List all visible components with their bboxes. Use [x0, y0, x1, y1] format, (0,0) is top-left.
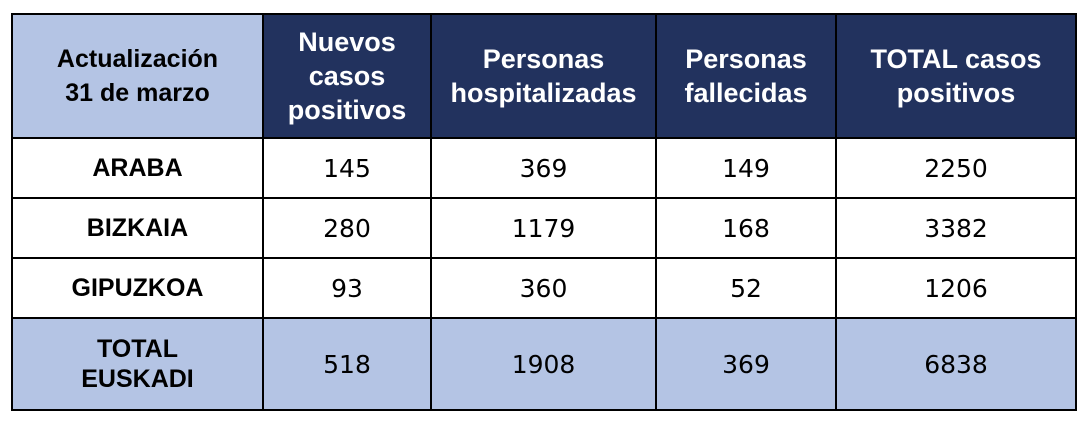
table-cell: 149	[655, 137, 837, 199]
table-cell: 6838	[835, 317, 1077, 411]
header-line: Actualización	[56, 45, 219, 73]
column-header-hospitalized: Personas hospitalizadas	[430, 13, 657, 139]
header-line: positivos	[896, 78, 1016, 108]
column-header-new-cases: Nuevos casos positivos	[262, 13, 432, 139]
table-cell: 3382	[835, 197, 1077, 259]
table-cell: 1206	[835, 257, 1077, 319]
table-header-row: Actualización 31 de marzo Nuevos casos p…	[11, 13, 1077, 139]
row-label-bizkaia: BIZKAIA	[11, 197, 264, 259]
update-date-header: Actualización 31 de marzo	[11, 13, 264, 139]
table-row-araba: ARABA 145 369 149 2250	[11, 137, 1077, 199]
header-line: fallecidas	[684, 78, 808, 108]
table-row-total-euskadi: TOTAL EUSKADI 518 1908 369 6838	[11, 317, 1077, 411]
header-line: casos	[308, 61, 386, 91]
header-line: Personas	[685, 44, 807, 74]
header-line: hospitalizadas	[450, 78, 637, 108]
row-label-line: TOTAL	[96, 335, 178, 363]
column-header-total-cases: TOTAL casos positivos	[835, 13, 1077, 139]
row-label-total-euskadi: TOTAL EUSKADI	[11, 317, 264, 411]
table-cell: 52	[655, 257, 837, 319]
table-cell: 93	[262, 257, 432, 319]
header-line: 31 de marzo	[65, 79, 210, 107]
table-cell: 360	[430, 257, 657, 319]
table-cell: 369	[655, 317, 837, 411]
covid-data-table: Actualización 31 de marzo Nuevos casos p…	[11, 13, 1077, 411]
table-cell: 168	[655, 197, 837, 259]
table-cell: 1908	[430, 317, 657, 411]
table-cell: 369	[430, 137, 657, 199]
table-cell: 1179	[430, 197, 657, 259]
table-row-bizkaia: BIZKAIA 280 1179 168 3382	[11, 197, 1077, 259]
header-line: positivos	[287, 95, 407, 125]
row-label-line: EUSKADI	[81, 365, 194, 393]
header-line: TOTAL casos	[870, 44, 1042, 74]
table-row-gipuzkoa: GIPUZKOA 93 360 52 1206	[11, 257, 1077, 319]
column-header-deceased: Personas fallecidas	[655, 13, 837, 139]
header-line: Nuevos	[298, 27, 396, 57]
table-cell: 518	[262, 317, 432, 411]
table-cell: 280	[262, 197, 432, 259]
table-cell: 2250	[835, 137, 1077, 199]
row-label-araba: ARABA	[11, 137, 264, 199]
row-label-gipuzkoa: GIPUZKOA	[11, 257, 264, 319]
table-cell: 145	[262, 137, 432, 199]
header-line: Personas	[482, 44, 605, 74]
